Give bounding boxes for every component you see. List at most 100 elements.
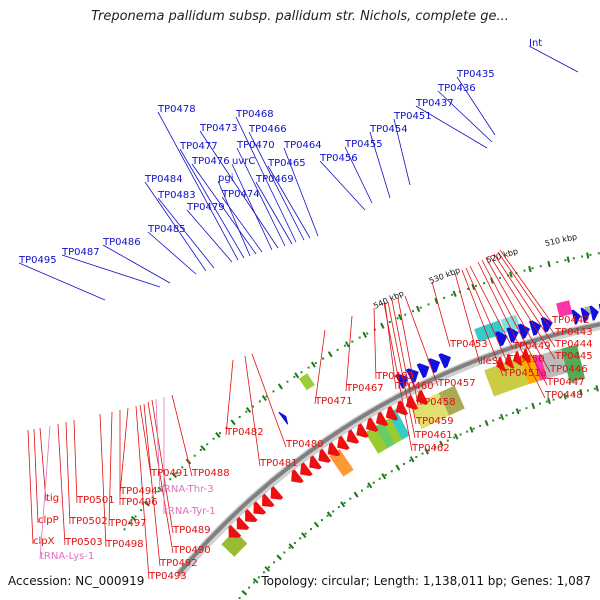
gene-label-tp0455[interactable]: TP0455	[344, 139, 383, 150]
reverse-gene-arrow[interactable]	[395, 400, 409, 416]
gene-label-tp0453[interactable]: TP0453	[449, 339, 488, 350]
gene-label-tp0465[interactable]: TP0465	[267, 158, 306, 169]
gene-label-tp0435[interactable]: TP0435	[456, 69, 495, 80]
gene-label-tp0470[interactable]: TP0470	[236, 140, 275, 151]
gene-label-tp0461[interactable]: TP0461	[414, 430, 453, 441]
reverse-gene-arrow[interactable]	[318, 448, 331, 463]
gene-label-tp0447[interactable]: TP0447	[546, 377, 585, 388]
gene-label-tp0480[interactable]: TP0480	[285, 439, 324, 450]
gene-label-pgi[interactable]: pgi	[218, 173, 233, 184]
forward-gene-arrow[interactable]	[540, 317, 553, 333]
reverse-gene-arrow[interactable]	[228, 524, 242, 538]
gene-label-tp0487[interactable]: TP0487	[61, 247, 100, 258]
gene-label-tp0444[interactable]: TP0444	[554, 339, 593, 350]
gene-label-tp0486[interactable]: TP0486	[102, 237, 141, 248]
gene-label-tp0495[interactable]: TP0495	[18, 255, 57, 266]
gene-label-trna-thr-3[interactable]: tRNA-Thr-3	[160, 484, 214, 495]
gene-label-tp0451a[interactable]: TP0451a	[502, 368, 547, 379]
reverse-gene-arrow[interactable]	[521, 348, 531, 364]
reverse-gene-arrow[interactable]	[375, 411, 389, 427]
reverse-gene-arrow[interactable]	[356, 423, 369, 438]
gene-label-tp0488[interactable]: TP0488	[191, 468, 230, 479]
gene-label-tp0471[interactable]: TP0471	[314, 396, 353, 407]
gene-label-tp0483[interactable]: TP0483	[157, 190, 196, 201]
gene-label-tp0442[interactable]: TP0442	[551, 315, 590, 326]
gene-label-tig[interactable]: tig	[46, 493, 59, 504]
forward-gene-arrow[interactable]	[495, 331, 508, 347]
gene-label-tp0491[interactable]: TP0491	[150, 468, 189, 479]
gene-label-tp0485[interactable]: TP0485	[147, 224, 186, 235]
gene-label-tp0445[interactable]: TP0445	[554, 351, 593, 362]
gene-label-clpp[interactable]: clpP	[38, 515, 59, 526]
reverse-gene-arrow[interactable]	[309, 455, 322, 470]
gene-label-tp0443[interactable]: TP0443	[554, 327, 593, 338]
forward-gene-arrow[interactable]	[506, 327, 519, 343]
gene-label-tp0497[interactable]: TP0497	[108, 518, 147, 529]
gene-label-tp0474[interactable]: TP0474	[221, 189, 260, 200]
reverse-gene-arrow[interactable]	[385, 405, 399, 421]
gene-label-tp0436[interactable]: TP0436	[437, 83, 476, 94]
gene-label-tp0484[interactable]: TP0484	[144, 174, 183, 185]
gene-label-tp0476[interactable]: TP0476	[191, 156, 230, 167]
gene-label-tp0462[interactable]: TP0462	[411, 443, 450, 454]
gene-label-tp0496[interactable]: TP0496	[119, 497, 158, 508]
gene-label-iles[interactable]: ileS	[480, 356, 498, 367]
reverse-gene-arrow[interactable]	[270, 486, 284, 500]
gene-label-tp0478[interactable]: TP0478	[157, 104, 196, 115]
gene-label-tp0458[interactable]: TP0458	[417, 397, 456, 408]
gene-label-tp0493[interactable]: TP0493	[148, 571, 187, 582]
gene-labels[interactable]: Int TP0435 TP0436 TP0437 TP0451 TP0454 TP0455 T…	[18, 38, 593, 582]
gene-label-trna-lys-1[interactable]: tRNA-Lys-1	[40, 551, 94, 562]
reverse-gene-arrow[interactable]	[337, 435, 350, 450]
gene-label-tp0502[interactable]: TP0502	[69, 516, 108, 527]
gene-label-clpx[interactable]: clpX	[33, 536, 55, 547]
gene-label-tp0479[interactable]: TP0479	[186, 202, 225, 213]
gene-label-tp0468[interactable]: TP0468	[235, 109, 274, 120]
reverse-gene-arrow[interactable]	[245, 509, 258, 523]
forward-gene-arrow[interactable]	[438, 353, 451, 369]
reverse-gene-arrow[interactable]	[346, 429, 360, 444]
forward-gene-arrow[interactable]	[571, 309, 581, 325]
reverse-gene-arrow[interactable]	[366, 417, 379, 432]
reverse-gene-arrow[interactable]	[496, 356, 506, 372]
gene-label-tp0456[interactable]: TP0456	[319, 153, 358, 164]
reverse-gene-arrow[interactable]	[327, 442, 341, 457]
gene-label-tp0473[interactable]: TP0473	[199, 123, 238, 134]
gene-label-tp0451[interactable]: TP0451	[393, 111, 432, 122]
gene-label-tp0454[interactable]: TP0454	[369, 124, 408, 135]
gene-label-tp0464[interactable]: TP0464	[283, 140, 322, 151]
reverse-gene-arrow[interactable]	[504, 353, 515, 369]
forward-gene-arrow[interactable]	[589, 305, 599, 321]
forward-gene-arrow[interactable]	[427, 358, 441, 374]
gene-label-tp0466[interactable]: TP0466	[248, 124, 287, 135]
gene-label-tp0463[interactable]: TP0463	[375, 371, 414, 382]
gene-label-tp0449[interactable]: TP0449	[512, 341, 551, 352]
forward-gene-arrow[interactable]	[580, 307, 590, 323]
gene-label-int[interactable]: Int	[529, 38, 542, 49]
gene-label-tp0492[interactable]: TP0492	[159, 558, 198, 569]
gene-label-tp0503[interactable]: TP0503	[64, 537, 103, 548]
reverse-gene-arrow[interactable]	[513, 351, 523, 366]
gene-label-tp0498[interactable]: TP0498	[105, 539, 144, 550]
gene-label-uvrc[interactable]: uvrC	[232, 156, 255, 167]
gene-label-tp0489[interactable]: TP0489	[172, 525, 211, 536]
gene-label-tp0494[interactable]: TP0494	[119, 486, 158, 497]
reverse-gene-arrow[interactable]	[253, 501, 267, 515]
gene-label-tp0457[interactable]: TP0457	[437, 378, 476, 389]
gene-label-tp0481[interactable]: TP0481	[259, 458, 298, 469]
forward-gene-arrow[interactable]	[416, 363, 430, 379]
gene-label-tp0459[interactable]: TP0459	[415, 416, 454, 427]
forward-gene-arrow[interactable]	[278, 411, 289, 425]
gene-label-tp0460[interactable]: TP0460	[395, 381, 434, 392]
reverse-gene-arrow[interactable]	[236, 516, 250, 530]
gene-label-tp0501[interactable]: TP0501	[76, 495, 115, 506]
reverse-gene-arrow[interactable]	[300, 462, 313, 477]
gene-label-tp0437[interactable]: TP0437	[415, 98, 454, 109]
gene-arrows[interactable]	[228, 262, 600, 538]
gene-label-tp0467[interactable]: TP0467	[345, 383, 384, 394]
forward-gene-arrow[interactable]	[517, 323, 530, 340]
gene-label-tp0477[interactable]: TP0477	[179, 141, 218, 152]
gene-label-tp0446[interactable]: TP0446	[549, 364, 588, 375]
gene-label-tp0450[interactable]: TP0450	[506, 354, 545, 365]
